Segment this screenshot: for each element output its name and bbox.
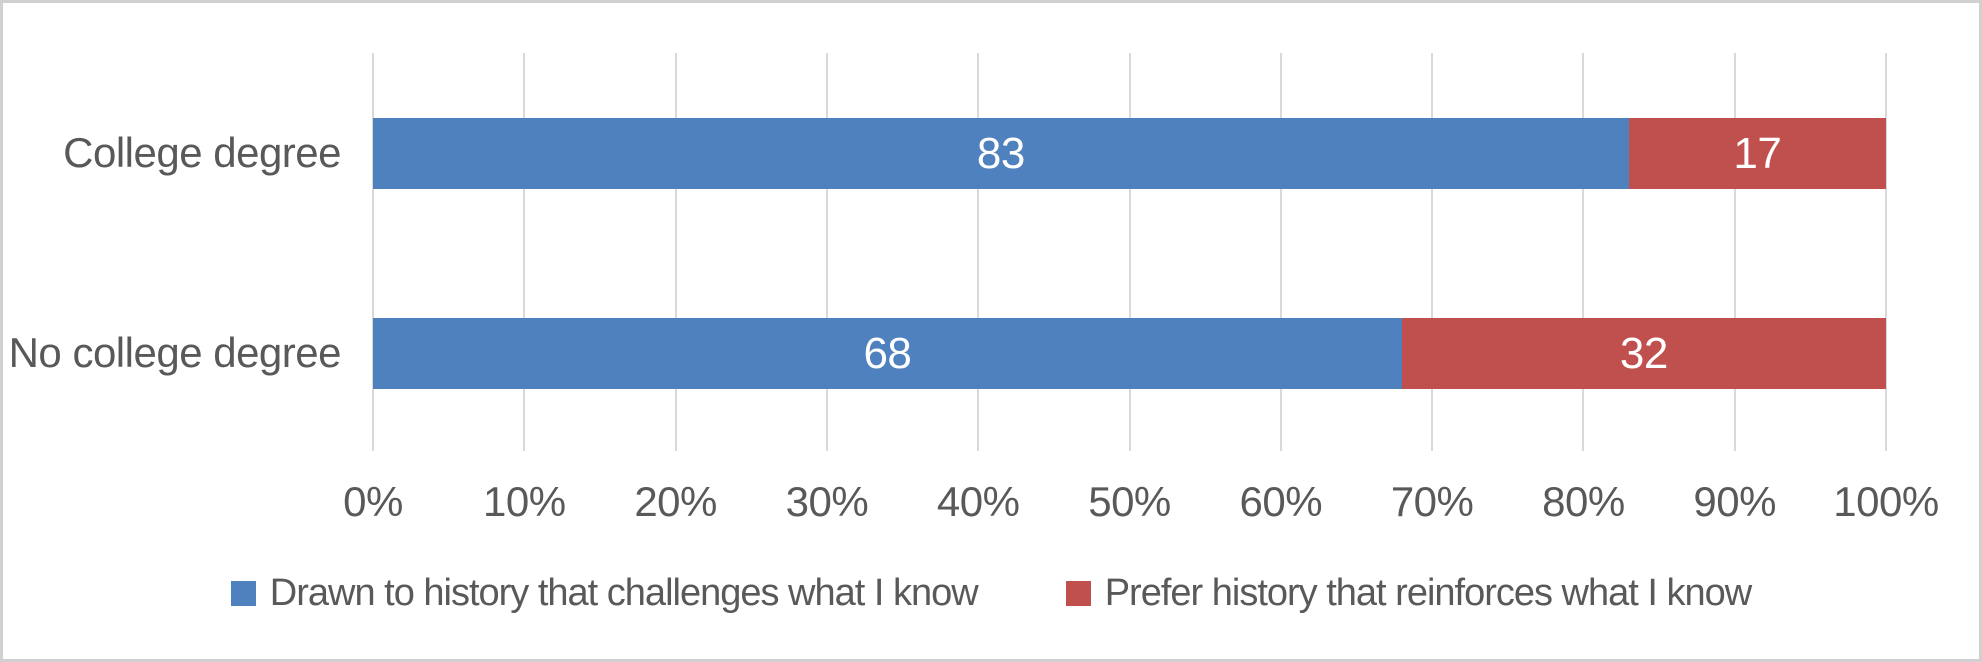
gridline [1885,53,1887,451]
bar-segment-challenges: 83 [373,118,1629,189]
legend-label: Drawn to history that challenges what I … [269,572,979,614]
value-label: 68 [863,328,912,378]
gridline [372,53,374,451]
gridline [1733,53,1736,451]
x-tick-label: 30% [785,478,869,525]
value-label: 83 [976,128,1025,178]
legend-item-reinforces: Prefer history that reinforces what I kn… [1065,571,1753,617]
x-tick-label: 70% [1390,478,1474,525]
legend-item-challenges: Drawn to history that challenges what I … [230,571,979,617]
bar-row-college-degree: 83 17 [373,118,1886,189]
legend-label: Prefer history that reinforces what I kn… [1104,572,1753,614]
plot-area: 83 17 68 32 [372,53,1887,451]
gridline [1128,53,1131,451]
x-tick-label: 100% [1833,478,1939,525]
gridline [1431,53,1434,451]
x-tick-label: 90% [1693,478,1776,525]
legend-swatch-icon [1065,581,1091,607]
gridline [1279,53,1282,451]
gridline [977,53,980,451]
bar-segment-reinforces: 17 [1628,118,1886,189]
bar-segment-reinforces: 32 [1401,318,1886,389]
x-tick-label: 0% [343,478,403,525]
x-tick-label: 80% [1542,478,1625,525]
gridline [523,53,526,451]
x-tick-label: 20% [634,478,717,525]
category-label: College degree [63,129,341,176]
gridline [825,53,828,451]
gridline [1582,53,1585,451]
x-tick-label: 40% [936,478,1020,525]
x-axis: 0% 10% 20% 30% 40% 50% 60% 70% 80% 90% 100% [343,478,1939,531]
gridline [674,53,677,451]
value-label: 17 [1733,128,1782,178]
x-tick-label: 60% [1239,478,1323,525]
value-label: 32 [1619,328,1668,378]
category-label: No college degree [8,329,342,376]
legend-swatch-icon [230,581,256,607]
bar-row-no-college-degree: 68 32 [373,318,1886,389]
bar-segment-challenges: 68 [373,318,1402,389]
x-tick-label: 10% [483,478,566,525]
x-tick-label: 50% [1088,478,1171,525]
legend: Drawn to history that challenges what I … [3,571,1979,617]
